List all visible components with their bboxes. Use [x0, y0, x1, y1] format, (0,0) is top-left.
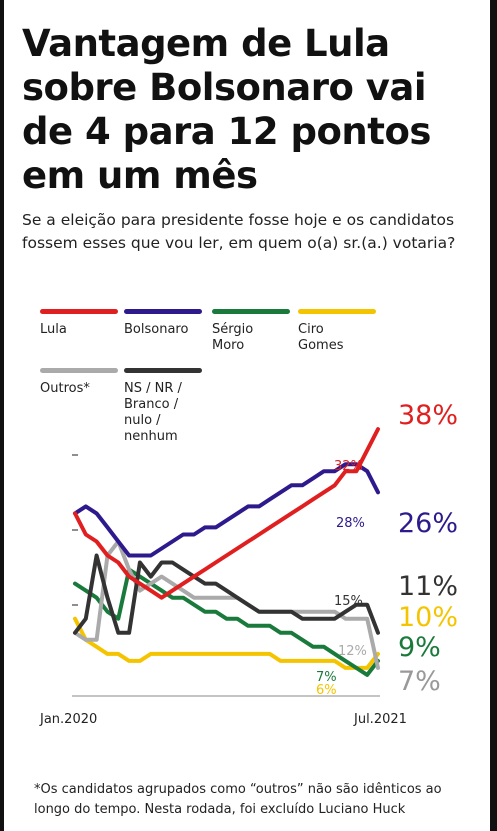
legend-label-bolsonaro: Bolsonaro: [124, 322, 189, 337]
legend-label-ns-nr: NS / NR / Branco / nulo / nenhum: [124, 381, 182, 444]
legend-item-outros: Outros*: [40, 368, 118, 397]
legend-swatch-outros: [40, 368, 118, 373]
legend-swatch-ns-nr: [124, 368, 202, 373]
series-line-lula: [73, 427, 380, 600]
legend-item-lula: Lula: [40, 309, 118, 338]
series-line-bolsonaro: [73, 462, 380, 558]
end-value-label-moro: 9%: [398, 632, 441, 663]
end-value-label-bolsonaro: 26%: [398, 508, 458, 539]
legend-label-lula: Lula: [40, 322, 67, 337]
legend-item-moro: Sérgio Moro: [212, 309, 290, 354]
series-layer: [73, 427, 380, 677]
end-value-label-ciro: 10%: [398, 602, 458, 633]
point-annotation-ciro: 6%: [316, 683, 337, 698]
series-line-outros: [73, 539, 380, 670]
legend-item-bolsonaro: Bolsonaro: [124, 309, 202, 338]
legend-swatch-moro: [212, 309, 290, 314]
footnote: *Os candidatos agrupados como “outros” n…: [34, 782, 442, 817]
series-line-ns-nr: [73, 553, 380, 635]
legend-swatch-lula: [40, 309, 118, 314]
legend-swatch-ciro: [298, 309, 376, 314]
frame-right-border: [490, 0, 497, 831]
point-annotation-lula: 32%: [334, 459, 363, 474]
point-annotation-moro: 7%: [316, 670, 337, 685]
headline: Vantagem de Lula sobre Bolsonaro vai de …: [22, 22, 431, 197]
series-line-moro: [73, 567, 380, 677]
legend-label-ciro: Ciro Gomes: [298, 322, 344, 353]
survey-question: Se a eleição para presidente fosse hoje …: [22, 211, 456, 252]
point-annotation-outros: 12%: [338, 644, 367, 659]
legend-swatch-bolsonaro: [124, 309, 202, 314]
legend-label-outros: Outros*: [40, 381, 90, 396]
point-annotation-ns-nr: 15%: [334, 594, 363, 609]
annotation-layer: 38%32%26%28%9%7%10%6% 7%12%11%15%: [316, 400, 458, 698]
point-annotation-bolsonaro: 28%: [336, 516, 365, 531]
series-line-ciro: [73, 616, 380, 670]
legend-item-ciro: Ciro Gomes: [298, 309, 376, 354]
x-start-label: Jan.2020: [39, 712, 97, 727]
end-value-label-ns-nr: 11%: [398, 571, 458, 602]
x-end-label: Jul.2021: [353, 712, 407, 727]
end-value-label-lula: 38%: [398, 400, 458, 431]
legend-label-moro: Sérgio Moro: [212, 322, 254, 353]
legend-item-ns-nr: NS / NR / Branco / nulo / nenhum: [124, 368, 202, 445]
line-chart: 38%32%26%28%9%7%10%6% 7%12%11%15% Jan.202…: [39, 400, 458, 727]
frame-left-border: [0, 0, 4, 831]
end-value-label-outros: 7%: [398, 666, 441, 697]
